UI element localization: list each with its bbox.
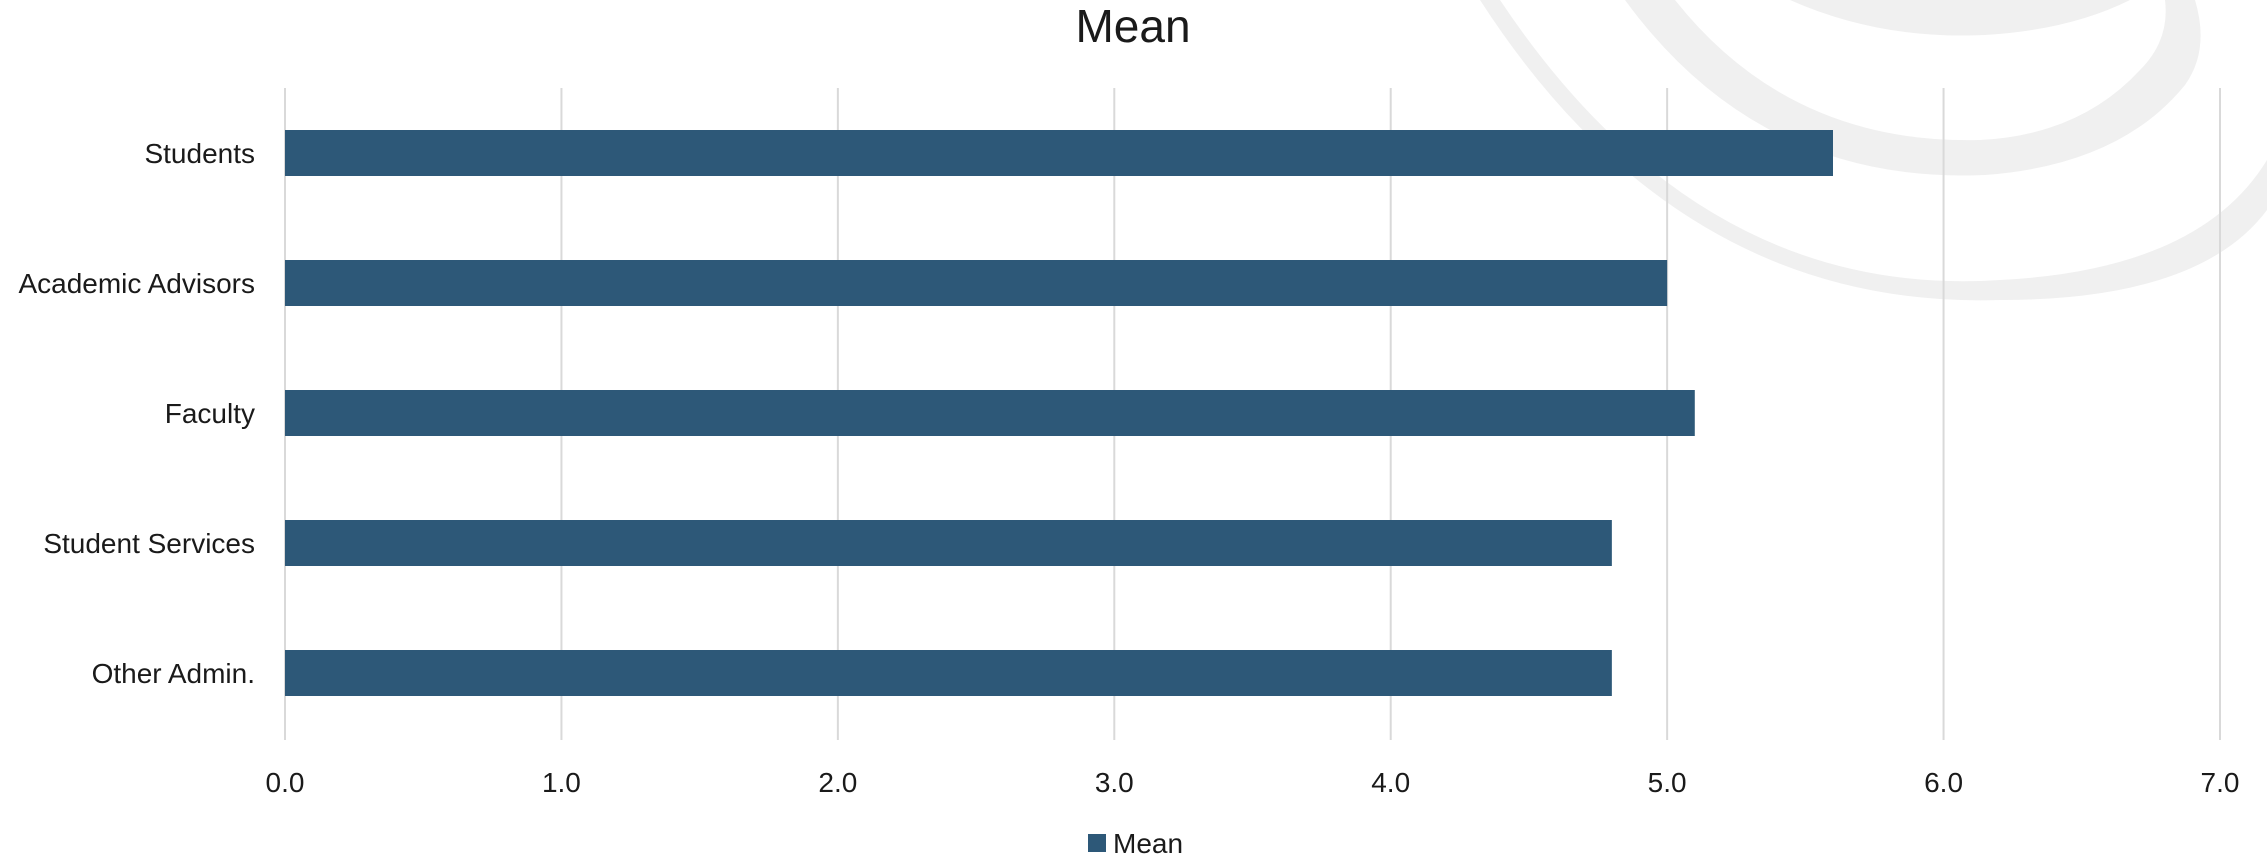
- category-labels: Students Academic Advisors Faculty Student …: [18, 138, 255, 689]
- bar: [285, 390, 1695, 436]
- bars: [285, 130, 1833, 696]
- legend: Mean: [1088, 828, 1183, 858]
- x-tick-label: 4.0: [1371, 767, 1410, 798]
- watermark-arc-inner: [1790, 0, 2130, 36]
- x-tick-label: 7.0: [2201, 767, 2240, 798]
- legend-swatch: [1088, 834, 1106, 852]
- category-label: Academic Advisors: [18, 268, 255, 299]
- x-tick-label: 2.0: [818, 767, 857, 798]
- x-tick-label: 5.0: [1648, 767, 1687, 798]
- category-label: Faculty: [165, 398, 255, 429]
- watermark-graphic: [1480, 0, 2267, 301]
- category-label: Student Services: [43, 528, 255, 559]
- bar: [285, 520, 1612, 566]
- chart-title: Mean: [1075, 0, 1190, 52]
- watermark-arc-middle: [1625, 0, 2201, 176]
- bar: [285, 650, 1612, 696]
- bar: [285, 130, 1833, 176]
- x-tick-label: 3.0: [1095, 767, 1134, 798]
- x-tick-label: 0.0: [266, 767, 305, 798]
- category-label: Students: [144, 138, 255, 169]
- x-tick-label: 6.0: [1924, 767, 1963, 798]
- legend-label-mean: Mean: [1113, 828, 1183, 858]
- x-axis-tick-labels: 0.0 1.0 2.0 3.0 4.0 5.0 6.0 7.0: [266, 767, 2240, 798]
- category-label: Other Admin.: [92, 658, 255, 689]
- x-tick-label: 1.0: [542, 767, 581, 798]
- bar: [285, 260, 1668, 306]
